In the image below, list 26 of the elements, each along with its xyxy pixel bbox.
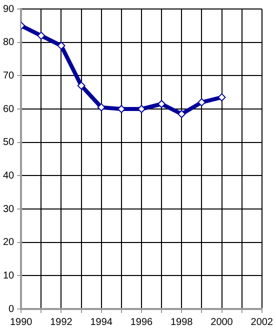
x-tick-label: 1994 [90, 316, 113, 328]
point [57, 42, 66, 50]
point [138, 105, 146, 113]
y-tick-label: 60 [3, 104, 15, 115]
y-tick-label: 10 [3, 270, 15, 282]
point [97, 103, 106, 112]
y-tick-label: 90 [3, 4, 15, 15]
y-tick-label: 70 [3, 70, 15, 82]
x-tick-label: 2000 [210, 316, 234, 328]
point [158, 100, 166, 108]
point [77, 82, 86, 90]
point [178, 110, 186, 118]
point [198, 98, 206, 106]
y-tick-label: 80 [3, 37, 15, 48]
y-tick-label: 30 [3, 204, 15, 215]
y-tick-label: 0 [8, 304, 15, 315]
point [218, 93, 226, 102]
x-tick-label: 1998 [170, 316, 194, 328]
x-tick-label: 1992 [50, 316, 73, 328]
y-tick-label: 50 [3, 137, 15, 148]
x-tick-label: 1996 [130, 316, 154, 328]
y-tick-label: 20 [3, 237, 15, 248]
y-tick-label: 40 [3, 170, 15, 182]
x-tick-label: 2002 [250, 316, 274, 328]
point [37, 32, 46, 40]
x-tick-label: 1990 [10, 316, 33, 328]
